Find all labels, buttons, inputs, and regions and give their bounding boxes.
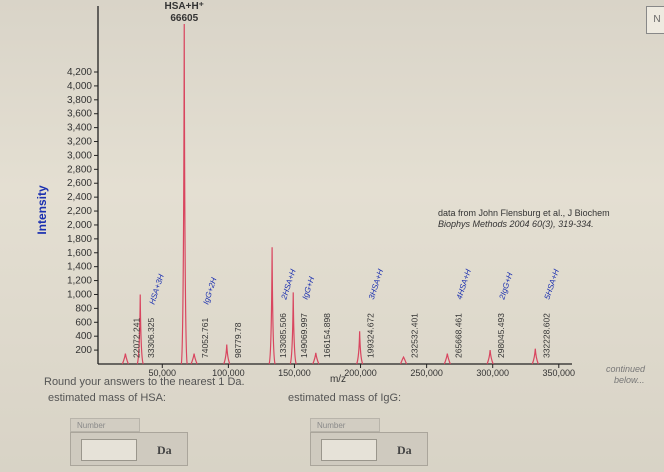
- peak-mass-label: 265668.461: [453, 313, 463, 358]
- spectrum-peak: [136, 294, 144, 365]
- y-tick-label: 3,000: [67, 150, 92, 161]
- peak-mass-label: 298045.493: [496, 313, 506, 358]
- continued-note-2: below...: [614, 375, 645, 385]
- x-tick-label: 150,000: [278, 368, 311, 378]
- x-axis-title: m/z: [330, 374, 346, 385]
- peak-ion-label: IgG+H: [301, 275, 317, 300]
- peak-mass-label: 133085.506: [278, 313, 288, 358]
- peak-mass-label: 22072.241: [131, 318, 141, 358]
- peak-mass-label: 149069.997: [299, 313, 309, 358]
- x-tick-label: 300,000: [476, 368, 509, 378]
- spectrum-peak: [121, 353, 129, 365]
- igg-answer-panel: Da: [310, 432, 428, 466]
- hsa-mass-input[interactable]: [81, 439, 137, 461]
- hsa-unit-label: Da: [157, 443, 172, 457]
- spectrum-peak: [190, 353, 198, 365]
- x-tick-label: 50,000: [149, 368, 177, 378]
- y-tick-label: 2,600: [67, 178, 92, 189]
- spectrum-peak: [223, 344, 231, 365]
- rounding-instruction: Round your answers to the nearest 1 Da.: [44, 376, 245, 388]
- y-tick-label: 1,000: [67, 289, 92, 300]
- peak-mass-label: 232532.401: [410, 313, 420, 358]
- x-tick-label: 200,000: [344, 368, 377, 378]
- spectrum-peak: [356, 331, 364, 365]
- peak-ion-label: 2IgG+H: [497, 271, 515, 301]
- y-axis-title: Intensity: [35, 185, 49, 235]
- spectrum-peak: [312, 352, 320, 365]
- y-tick-label: 2,000: [67, 220, 92, 231]
- hsa-answer-panel: Da: [70, 432, 188, 466]
- y-tick-label: 1,600: [67, 248, 92, 259]
- citation-line-2: Biophys Methods 2004 60(3), 319-334.: [438, 219, 594, 229]
- top-peak-ion-label: HSA+H⁺: [165, 1, 204, 12]
- peak-ion-label: 5HSA+H: [543, 268, 561, 301]
- spectrum-peak: [443, 353, 451, 365]
- peak-mass-label: 74052.761: [200, 318, 210, 358]
- y-tick-label: 1,200: [67, 276, 92, 287]
- spectrum-peak: [289, 292, 297, 365]
- y-tick-label: 2,200: [67, 206, 92, 217]
- hsa-mass-prompt: estimated mass of HSA:: [48, 392, 166, 404]
- peak-mass-label: 332228.602: [541, 313, 551, 358]
- y-tick-label: 4,200: [67, 67, 92, 78]
- y-tick-label: 3,600: [67, 109, 92, 120]
- igg-unit-label: Da: [397, 443, 412, 457]
- y-tick-label: 400: [75, 331, 92, 342]
- top-peak-mass-label: 66605: [170, 13, 198, 24]
- y-tick-label: 3,400: [67, 123, 92, 134]
- y-tick-label: 2,400: [67, 192, 92, 203]
- y-tick-label: 800: [75, 303, 92, 314]
- chart-labels: HSA+H⁺66605 22072.241 33306.325 HSA+3H 74052…: [131, 1, 646, 385]
- y-tick-label: 3,200: [67, 137, 92, 148]
- peak-ion-label: HSA+3H: [148, 273, 166, 306]
- citation-line-1: data from John Flensburg et al., J Bioch…: [438, 208, 610, 218]
- hsa-answer-tab: Number: [70, 418, 140, 432]
- peak-mass-label: 98779.78: [233, 322, 243, 358]
- igg-mass-prompt: estimated mass of IgG:: [288, 392, 402, 404]
- spectrum-peak: [531, 348, 539, 365]
- x-tick-label: 250,000: [410, 368, 443, 378]
- igg-answer-tab: Number: [310, 418, 380, 432]
- y-tick-label: 4,000: [67, 81, 92, 92]
- corner-menu-button[interactable]: N: [646, 6, 664, 34]
- chart-axes: 200 400 600 800 1,000 1,200 1,400 1,600 1,800 2,0…: [35, 6, 575, 385]
- peak-ion-label: IgG+2H: [201, 276, 218, 305]
- spectrum-peak: [486, 350, 494, 365]
- continued-note-1: continued: [606, 364, 646, 374]
- spectrum-peak: [268, 247, 276, 365]
- y-tick-label: 200: [75, 345, 92, 356]
- x-tick-label: 350,000: [543, 368, 576, 378]
- peak-ion-label: 3HSA+H: [367, 268, 385, 301]
- y-tick-label: 2,800: [67, 164, 92, 175]
- x-tick-label: 100,000: [212, 368, 245, 378]
- igg-mass-input[interactable]: [321, 439, 377, 461]
- y-tick-label: 1,400: [67, 262, 92, 273]
- peak-ion-label: 2HSA+H: [279, 268, 298, 302]
- peak-mass-label: 199324.672: [366, 313, 376, 358]
- peak-mass-label: 33306.325: [146, 318, 156, 358]
- y-tick-label: 3,800: [67, 95, 92, 106]
- peak-mass-label: 166154.898: [322, 313, 332, 358]
- peak-ion-label: 4HSA+H: [455, 268, 473, 301]
- spectrum-peak: [399, 355, 408, 365]
- y-tick-label: 600: [75, 317, 92, 328]
- y-tick-label: 1,800: [67, 234, 92, 245]
- chart-peaks: [121, 23, 539, 365]
- spectrum-peak: [180, 23, 188, 365]
